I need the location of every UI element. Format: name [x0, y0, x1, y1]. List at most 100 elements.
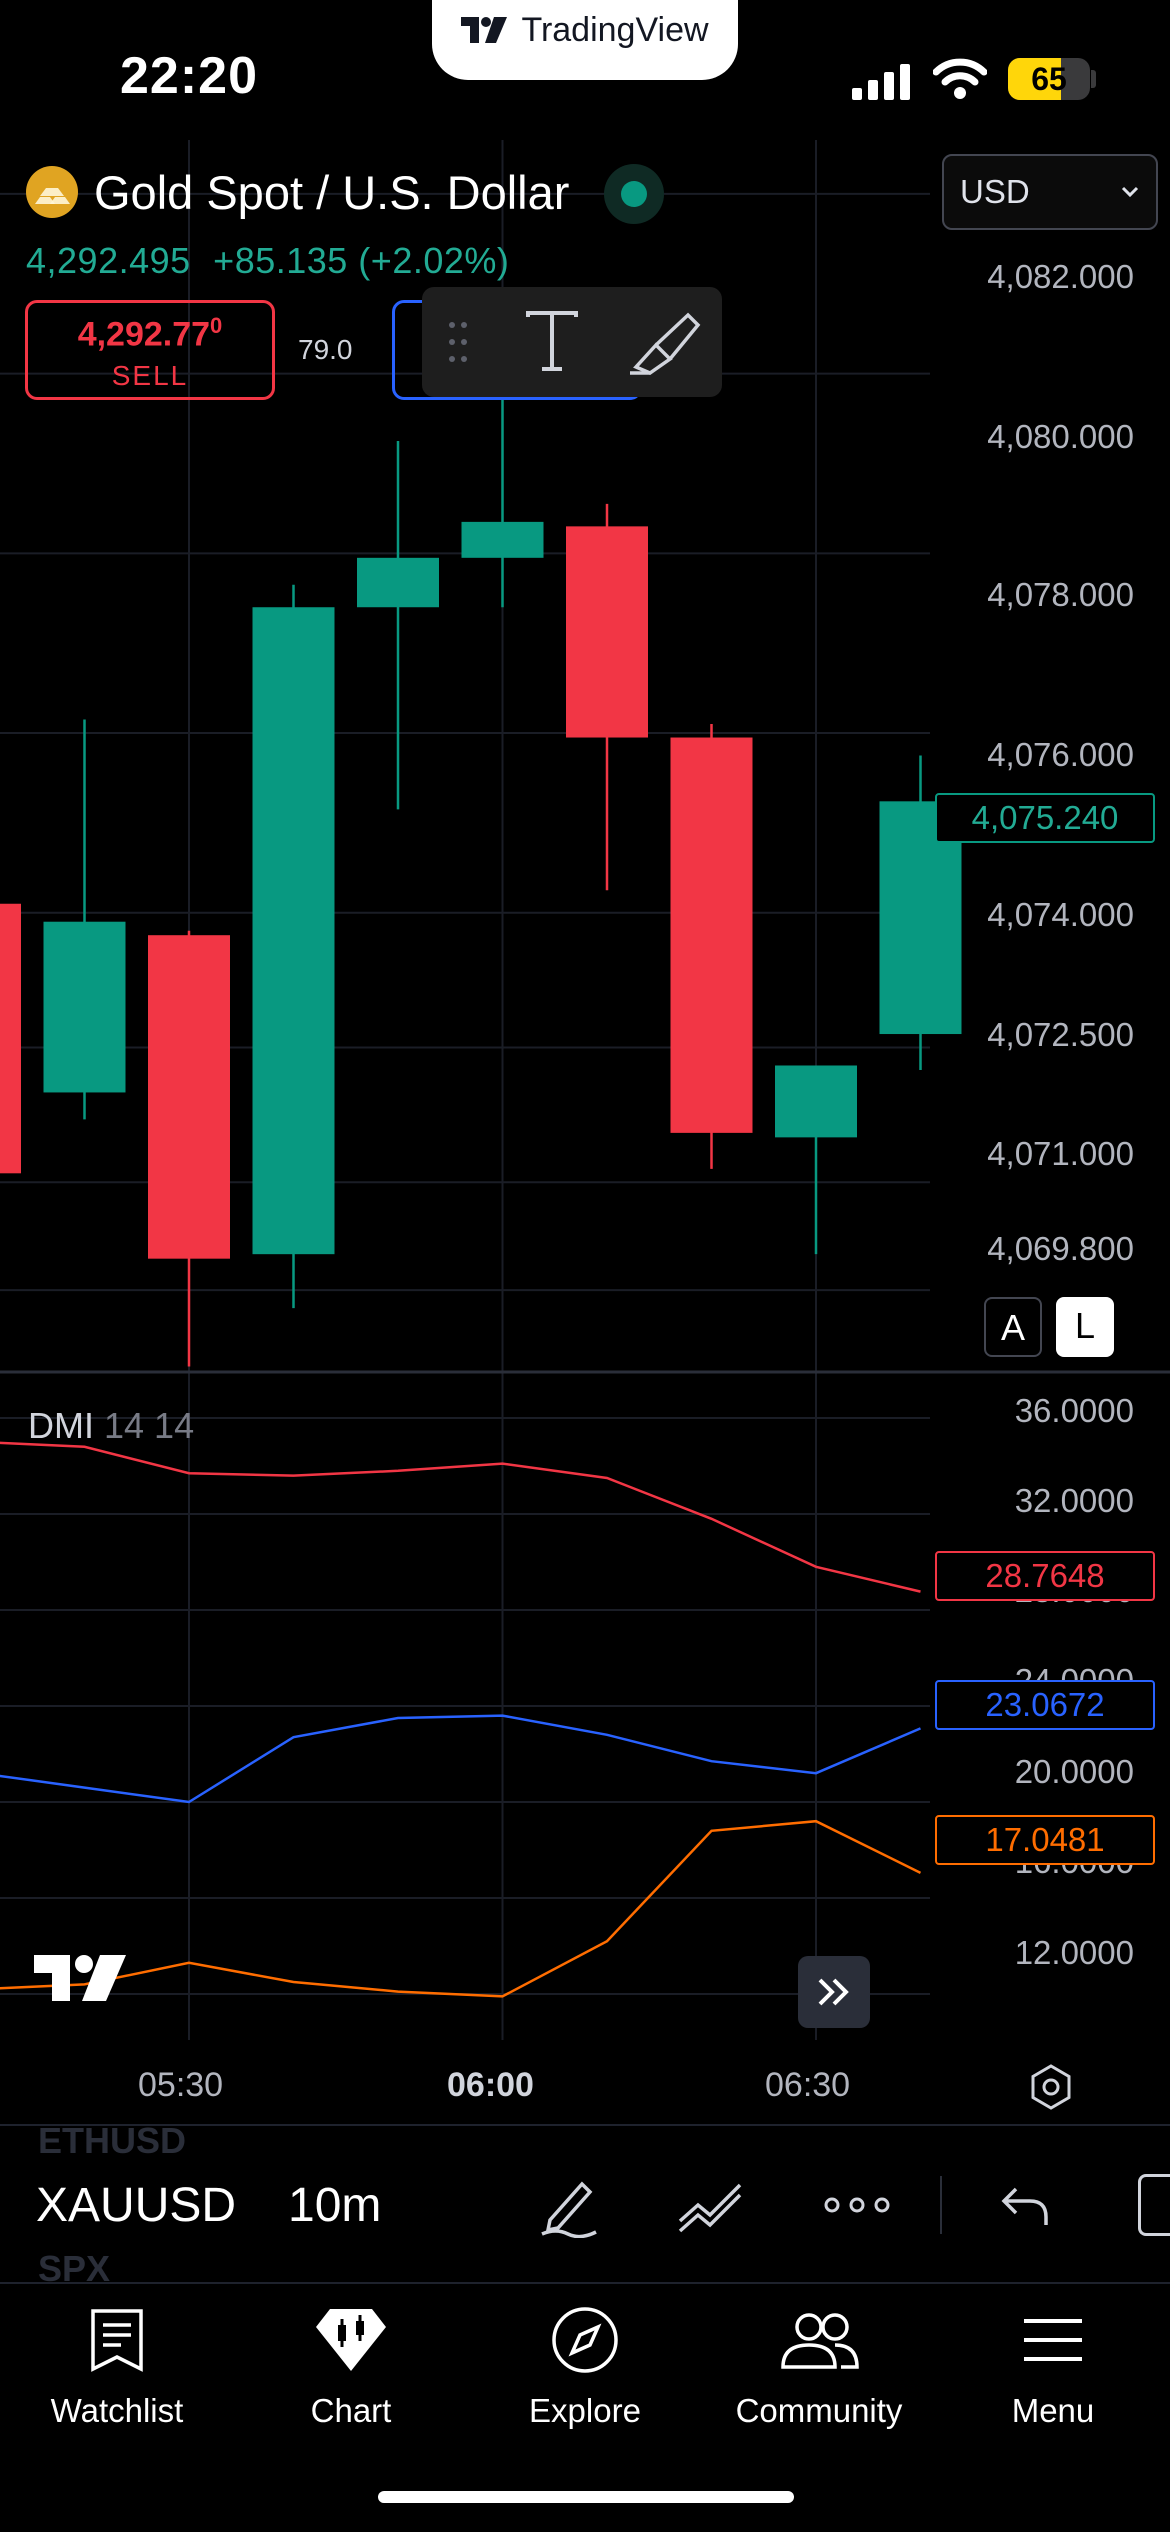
tab-chart[interactable]: Chart	[234, 2300, 468, 2430]
auto-scale-button[interactable]: A	[984, 1297, 1042, 1357]
price-axis-tick: 4,080.000	[987, 418, 1134, 455]
community-icon	[781, 2313, 859, 2369]
tab-watchlist[interactable]: Watchlist	[0, 2300, 234, 2430]
market-open-indicator	[604, 164, 664, 224]
price-line: 4,292.495 +85.135 (+2.02%)	[26, 240, 509, 282]
more-icon	[824, 2197, 890, 2213]
floating-drawing-toolbar[interactable]	[422, 287, 722, 397]
double-chevron-right-icon	[818, 1978, 849, 2006]
time-axis-label: 06:00	[447, 2066, 534, 2104]
chevron-down-icon	[1121, 186, 1139, 198]
text-tool-icon[interactable]	[524, 309, 580, 373]
candle-up	[357, 441, 439, 810]
status-time: 22:20	[120, 47, 258, 105]
battery-icon: 65	[1008, 58, 1090, 100]
undo-icon	[1001, 2187, 1048, 2225]
candle-down	[670, 724, 753, 1169]
drag-handle-icon[interactable]	[446, 317, 470, 367]
gold-symbol-icon	[26, 166, 78, 218]
last-price: 4,292.495	[26, 240, 191, 281]
candle-body	[0, 903, 21, 1174]
undo-button[interactable]	[990, 2170, 1060, 2240]
trend-line-tool-button[interactable]	[676, 2170, 746, 2240]
brand-pill[interactable]: TradingView	[432, 0, 738, 80]
tab-menu[interactable]: Menu	[936, 2300, 1170, 2430]
dmi-axis-tick: 32.0000	[1014, 1482, 1134, 1519]
price-axis-tick: 4,069.800	[987, 1230, 1134, 1267]
watchlist-icon	[91, 2309, 143, 2372]
sell-button[interactable]: 4,292.770 SELL	[25, 300, 275, 400]
price-axis-tick: 4,072.500	[987, 1016, 1134, 1053]
dmi-plus-line	[0, 1714, 921, 1804]
dmi-minus-tag: 28.7648	[935, 1551, 1155, 1601]
trend-line-icon	[678, 2183, 742, 2233]
pencil-icon	[541, 2181, 597, 2238]
candle-body	[148, 935, 230, 1259]
battery-tip	[1091, 70, 1096, 88]
divider	[940, 2176, 942, 2234]
candle-up	[43, 719, 126, 1120]
chart-icon	[316, 2309, 386, 2371]
chart-settings-icon[interactable]	[1026, 2062, 1076, 2112]
candle-down	[148, 930, 230, 1367]
price-axis-tick: 4,082.000	[987, 258, 1134, 295]
adx-tag: 17.0481	[935, 1815, 1155, 1865]
candle-up	[252, 584, 335, 1309]
tab-explore[interactable]: Explore	[468, 2300, 702, 2430]
price-axis-tick: 4,076.000	[987, 736, 1134, 773]
candle-body	[252, 607, 335, 1255]
brand-name: TradingView	[521, 10, 709, 49]
tab-community[interactable]: Community	[702, 2300, 936, 2430]
interval-selector[interactable]: 10m	[288, 2179, 382, 2232]
spread-value: 79.0	[298, 334, 353, 365]
time-axis-label: 06:30	[765, 2066, 851, 2104]
currency-value: USD	[960, 173, 1030, 210]
price-axis-tick: 4,074.000	[987, 896, 1134, 933]
dmi-legend[interactable]: DMI 14 14	[28, 1405, 194, 1447]
candle-body	[566, 526, 648, 738]
highlighter-tool-icon[interactable]	[626, 307, 702, 377]
compass-icon	[552, 2307, 618, 2373]
candles-layer	[0, 387, 962, 1367]
current-price-tag: 4,075.240	[935, 793, 1155, 843]
tab-bar	[0, 2282, 1170, 2532]
candle-body	[357, 557, 439, 608]
candle-body	[670, 737, 753, 1133]
currency-select[interactable]: USD	[942, 154, 1158, 230]
dmi-axis-tick: 20.0000	[1014, 1753, 1134, 1790]
more-tools-button[interactable]	[822, 2170, 892, 2240]
divider	[0, 2124, 1170, 2126]
fullscreen-icon[interactable]	[1138, 2174, 1170, 2236]
dmi-plus-tag: 23.0672	[935, 1680, 1155, 1730]
previous-symbol[interactable]: ETHUSD	[38, 2120, 187, 2161]
tab-label: Chart	[310, 2392, 392, 2429]
indicator-name: DMI	[28, 1405, 94, 1446]
price-change: +85.135 (+2.02%)	[213, 240, 510, 281]
tab-label: Community	[735, 2392, 903, 2429]
tab-label: Watchlist	[50, 2392, 184, 2429]
symbol-selector[interactable]: XAUUSD	[36, 2179, 237, 2232]
tab-label: Explore	[529, 2392, 641, 2429]
log-scale-button[interactable]: L	[1056, 1297, 1114, 1357]
tradingview-watermark-icon	[34, 1955, 126, 2001]
tradingview-logo-icon	[461, 17, 508, 43]
candle-body	[775, 1065, 857, 1138]
draw-tool-button[interactable]	[534, 2170, 604, 2240]
sell-label: SELL	[111, 360, 189, 392]
time-axis-label: 05:30	[138, 2066, 224, 2104]
tab-label: Menu	[1011, 2392, 1095, 2429]
candle-body	[43, 921, 126, 1093]
adx-line	[0, 1819, 922, 1998]
candle-body	[461, 521, 544, 558]
candle-up	[775, 1065, 857, 1255]
price-axis-tick: 4,071.000	[987, 1135, 1134, 1172]
sell-price: 4,292.770	[77, 313, 223, 354]
symbol-title[interactable]: Gold Spot / U.S. Dollar	[94, 166, 570, 219]
wifi-icon	[933, 58, 987, 99]
home-indicator	[378, 2491, 794, 2503]
candle-up	[461, 387, 544, 608]
dmi-minus-line	[0, 1441, 921, 1593]
menu-icon	[1024, 2319, 1082, 2361]
scroll-to-realtime-button[interactable]	[798, 1956, 870, 2028]
battery-level: 65	[1031, 61, 1067, 97]
